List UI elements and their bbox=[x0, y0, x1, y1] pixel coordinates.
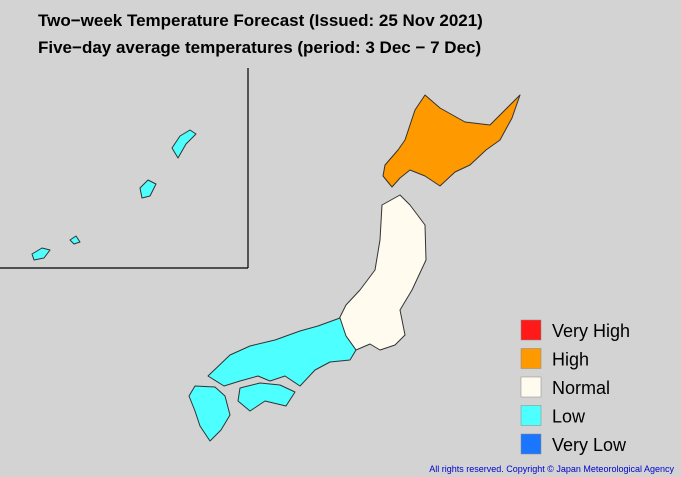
title: Two−week Temperature Forecast (Issued: 2… bbox=[38, 11, 483, 30]
subtitle: Five−day average temperatures (period: 3… bbox=[38, 38, 481, 57]
legend-label: High bbox=[552, 350, 589, 370]
legend-label: Normal bbox=[552, 378, 610, 398]
copyright: All rights reserved. Copyright © Japan M… bbox=[429, 464, 674, 474]
legend-swatch bbox=[520, 319, 542, 341]
tohoku-kanto bbox=[335, 194, 427, 351]
legend-swatch bbox=[520, 405, 542, 426]
kyushu bbox=[188, 385, 231, 442]
sakishima bbox=[31, 247, 51, 261]
hokkaido bbox=[382, 94, 521, 188]
legend-label: Very Low bbox=[552, 435, 627, 455]
legend-label: Very High bbox=[552, 321, 630, 341]
legend-swatch bbox=[520, 348, 542, 369]
okinawa-islands bbox=[139, 179, 157, 199]
legend-swatch bbox=[520, 433, 542, 455]
sakishima-2 bbox=[69, 235, 81, 245]
legend-swatch bbox=[520, 376, 542, 398]
legend: Very High High Normal Low Very Low bbox=[520, 319, 630, 455]
western-honshu bbox=[207, 317, 357, 387]
shikoku bbox=[237, 382, 296, 412]
map bbox=[31, 94, 521, 442]
legend-label: Low bbox=[552, 407, 586, 427]
inset-frame bbox=[0, 68, 249, 269]
okinawa bbox=[171, 129, 197, 159]
